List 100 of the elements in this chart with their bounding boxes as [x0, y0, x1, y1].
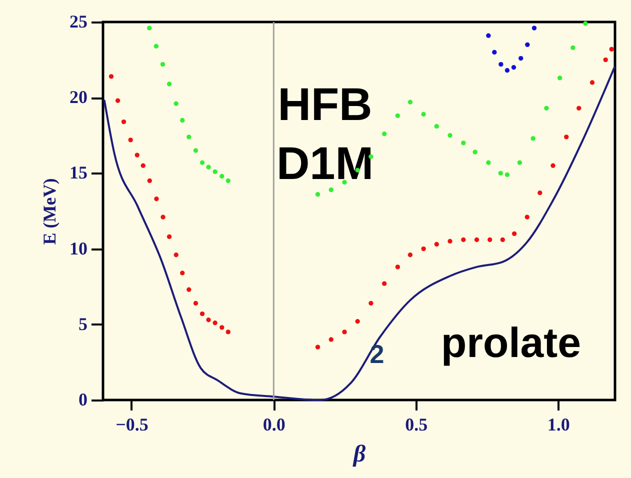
point [108, 74, 114, 79]
point [486, 160, 491, 165]
point [160, 62, 166, 67]
point [576, 106, 582, 111]
point [395, 264, 400, 270]
y-tick-label: 5 [78, 314, 88, 334]
y-tick-label: 0 [78, 390, 88, 410]
point [355, 319, 360, 324]
point [448, 133, 452, 138]
point [434, 242, 439, 247]
annotation: 2 [370, 339, 384, 369]
point [583, 21, 588, 26]
y-axis-title: E (MeV) [40, 178, 60, 245]
point [518, 56, 524, 61]
point [315, 192, 320, 197]
point [550, 163, 556, 168]
point [206, 318, 211, 322]
point [121, 119, 126, 124]
point [472, 150, 478, 154]
point [504, 172, 510, 178]
x-axis-title: β [352, 442, 366, 468]
point [193, 148, 198, 153]
point [500, 237, 505, 242]
point [434, 124, 439, 129]
point [186, 287, 192, 292]
point [212, 169, 218, 174]
point [544, 106, 549, 111]
point [395, 113, 400, 118]
point [160, 214, 166, 220]
point [498, 62, 504, 67]
point [180, 118, 185, 123]
point [382, 281, 387, 286]
point [517, 160, 522, 165]
point [115, 98, 120, 103]
point [421, 246, 426, 252]
point [408, 100, 413, 104]
point [342, 330, 347, 334]
x-tick-label: 0.0 [262, 414, 286, 434]
y-tick-label: 10 [70, 238, 88, 258]
x-tick-label: 1.0 [547, 414, 570, 434]
y-tick-label: 25 [70, 12, 88, 32]
point [200, 311, 205, 316]
point [342, 180, 347, 185]
point [590, 80, 595, 85]
point [557, 76, 562, 80]
point [498, 170, 503, 176]
point [609, 46, 614, 52]
point [186, 134, 192, 140]
point [603, 57, 608, 62]
point [532, 26, 537, 30]
point [174, 252, 178, 258]
point [154, 44, 159, 49]
point [174, 101, 178, 106]
point [147, 178, 152, 184]
annotation: HFB [278, 78, 372, 130]
point [200, 160, 205, 165]
line-series [103, 66, 616, 401]
point [368, 300, 374, 306]
point [166, 234, 172, 240]
point [193, 300, 198, 306]
point [166, 82, 172, 86]
point [524, 214, 530, 220]
y-tick-label: 15 [70, 162, 88, 183]
point [488, 237, 492, 242]
point [220, 174, 224, 179]
point [461, 140, 466, 146]
point [570, 45, 576, 50]
point [486, 33, 491, 38]
point [512, 231, 517, 236]
point [504, 68, 510, 73]
point [474, 237, 480, 242]
point [147, 26, 152, 30]
point [525, 42, 530, 48]
annotation: D1M [276, 137, 374, 189]
point [206, 164, 211, 170]
point [461, 237, 466, 242]
point [180, 270, 185, 276]
point [421, 112, 426, 117]
point [226, 178, 230, 184]
point [538, 190, 542, 196]
point [530, 136, 536, 141]
point [140, 163, 146, 168]
point [492, 50, 497, 55]
point [382, 132, 387, 136]
point [315, 344, 320, 350]
annotation: prolate [440, 319, 582, 366]
point [448, 238, 452, 244]
point [212, 320, 218, 326]
y-tick-label: 20 [70, 87, 88, 108]
point [564, 134, 569, 140]
point [154, 196, 159, 202]
point [511, 65, 516, 70]
point [328, 187, 334, 192]
point [226, 330, 230, 334]
x-tick-label: 0.5 [405, 414, 428, 434]
point [134, 152, 140, 158]
point [408, 252, 413, 258]
point [220, 325, 224, 330]
point [328, 337, 334, 342]
x-tick-label: −0.5 [116, 414, 148, 434]
